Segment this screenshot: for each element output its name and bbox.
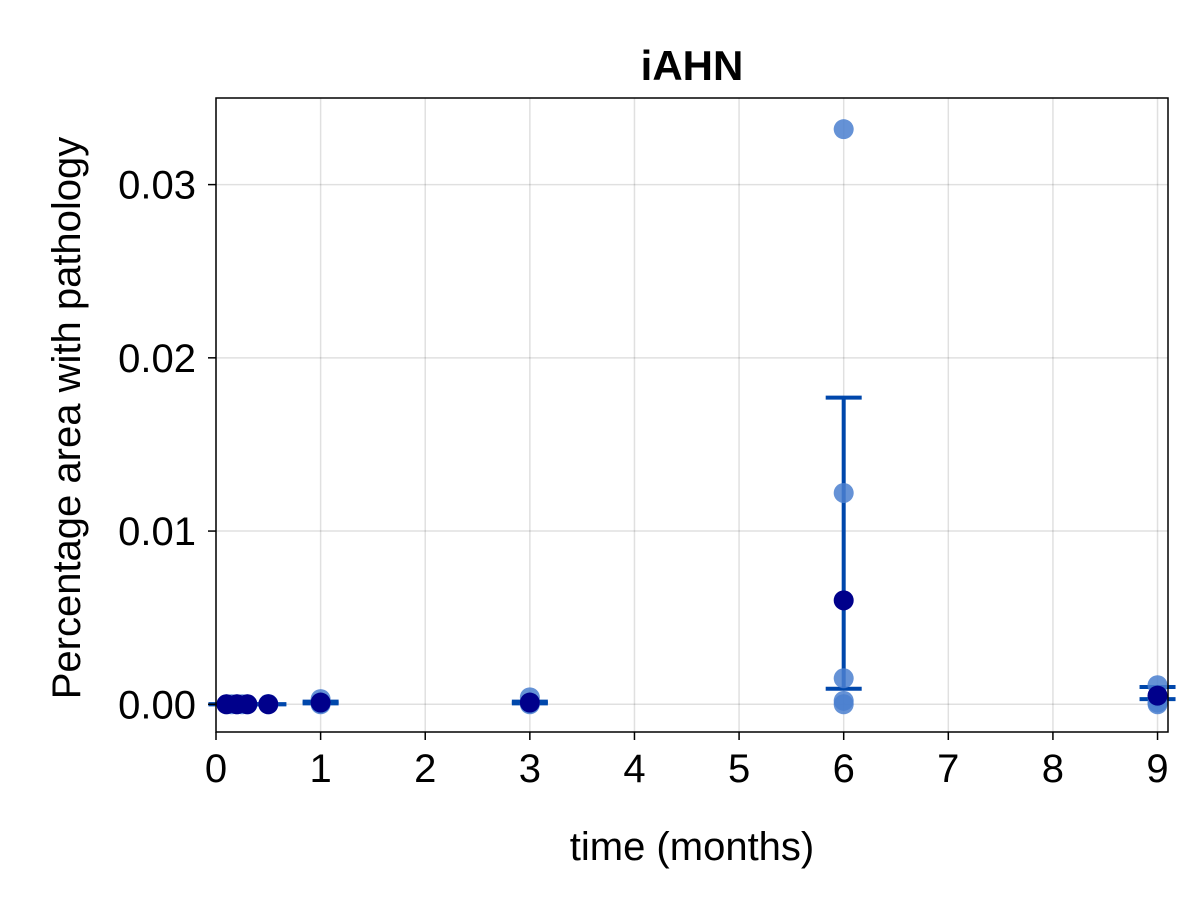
plot-frame bbox=[215, 97, 1169, 733]
x-axis-label: time (months) bbox=[570, 825, 815, 869]
grid-lines bbox=[215, 98, 1168, 732]
x-tick-label: 9 bbox=[1146, 747, 1168, 791]
x-tick-label: 3 bbox=[519, 747, 541, 791]
data-point bbox=[833, 482, 854, 503]
mean-point bbox=[258, 694, 279, 715]
data-point bbox=[833, 668, 854, 689]
mean-point bbox=[833, 590, 854, 611]
y-axis-ticks: 0.00 0.01 0.02 0.03 bbox=[118, 164, 216, 727]
error-bars bbox=[208, 395, 1176, 707]
x-axis-ticks: 0 1 2 3 4 5 6 7 8 9 bbox=[205, 732, 1169, 791]
mean-point bbox=[519, 692, 540, 713]
mean-point bbox=[1147, 685, 1168, 706]
x-tick-label: 0 bbox=[205, 747, 227, 791]
x-tick-label: 8 bbox=[1042, 747, 1064, 791]
x-tick-label: 1 bbox=[309, 747, 331, 791]
x-tick-label: 5 bbox=[728, 747, 750, 791]
mean-point bbox=[310, 692, 331, 713]
data-point bbox=[833, 694, 854, 715]
x-tick-label: 4 bbox=[623, 747, 645, 791]
y-axis-label: Percentage area with pathology bbox=[45, 137, 89, 700]
x-tick-label: 6 bbox=[833, 747, 855, 791]
x-tick-label: 2 bbox=[414, 747, 436, 791]
y-tick-label: 0.00 bbox=[118, 683, 196, 727]
data-point bbox=[833, 119, 854, 140]
x-tick-label: 7 bbox=[937, 747, 959, 791]
y-tick-label: 0.03 bbox=[118, 164, 196, 208]
mean-points bbox=[216, 590, 1168, 715]
y-tick-label: 0.01 bbox=[118, 510, 196, 554]
data-points bbox=[216, 119, 1168, 715]
y-tick-label: 0.02 bbox=[118, 337, 196, 381]
chart-title: iAHN bbox=[641, 42, 744, 89]
mean-point bbox=[237, 694, 258, 715]
